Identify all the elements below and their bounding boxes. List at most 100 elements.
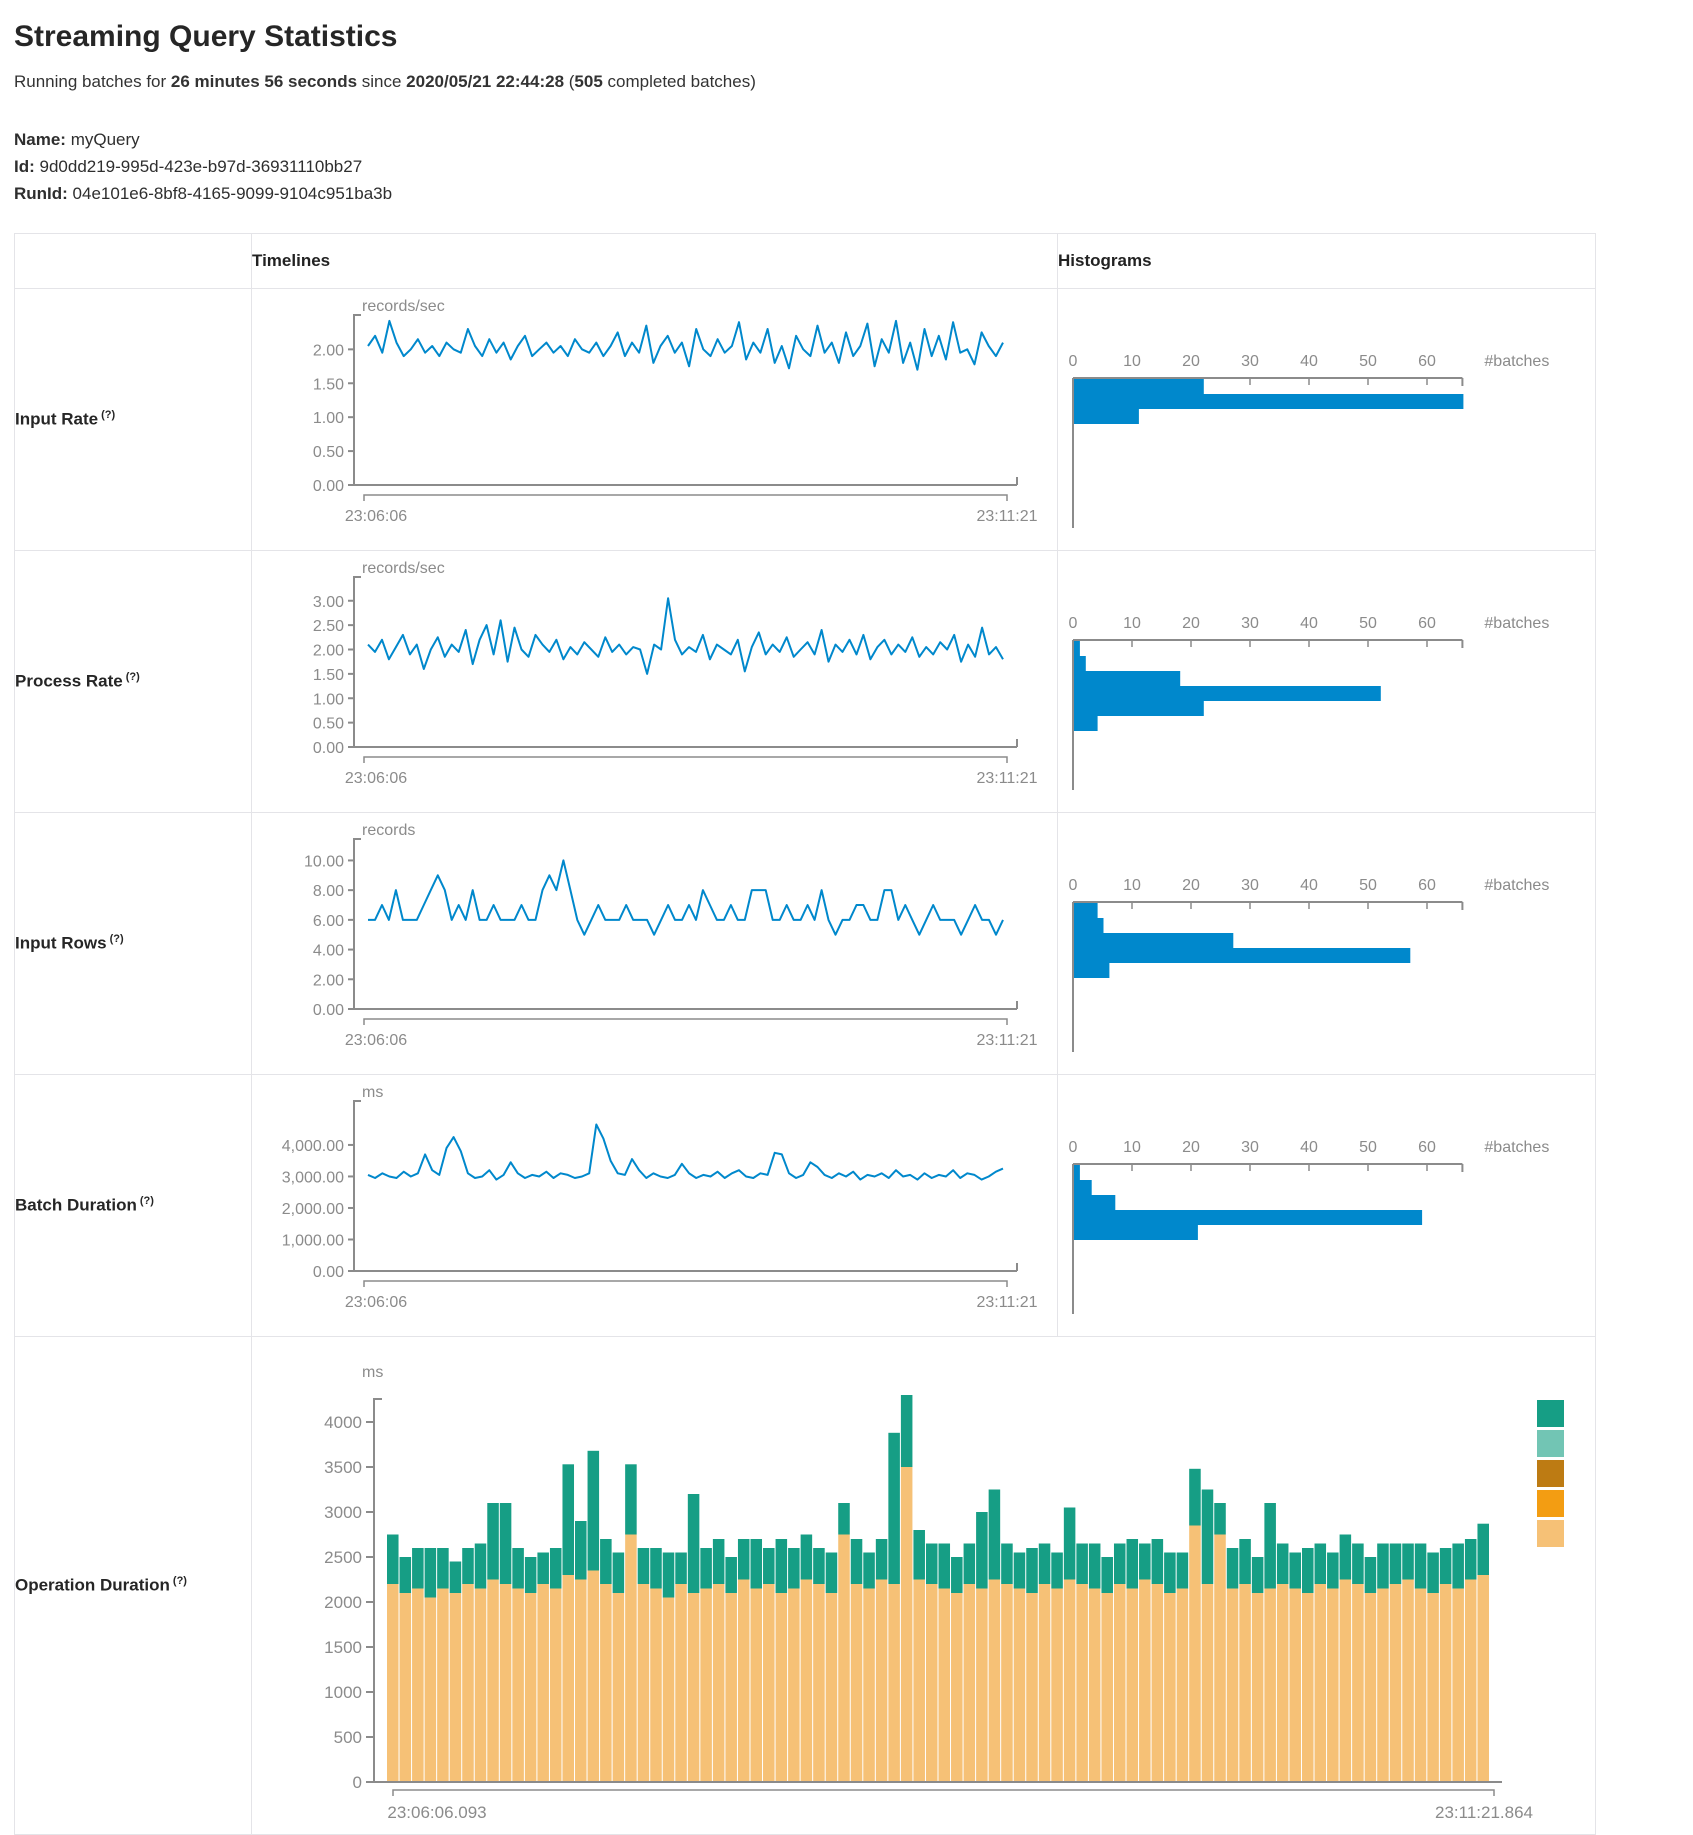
svg-text:2.50: 2.50 <box>313 618 344 635</box>
input-rate-label-cell: Input Rate (?) <box>14 288 252 551</box>
svg-text:20: 20 <box>1182 1139 1200 1156</box>
process-rate-row: Process Rate (?) records/sec 0.00 0.50 1.00 1… <box>14 550 1596 813</box>
running-batches-summary: Running batches for 26 minutes 56 second… <box>14 72 756 91</box>
query-name-line: Name: myQuery <box>14 126 1693 153</box>
svg-text:#batches: #batches <box>1484 877 1549 894</box>
svg-text:23:11:21: 23:11:21 <box>976 508 1037 525</box>
input-rate-help-icon[interactable]: (?) <box>101 409 116 422</box>
svg-text:ms: ms <box>362 1364 383 1381</box>
svg-text:0.00: 0.00 <box>313 1264 344 1281</box>
id-value: 9d0dd219-995d-423e-b97d-36931110bb27 <box>34 157 363 176</box>
query-runid-line: RunId: 04e101e6-8bf8-4165-9099-9104c951b… <box>14 180 1693 207</box>
input-rows-row: Input Rows (?) records 0.00 2.00 4.00 6.00 8.0… <box>14 812 1596 1075</box>
batch-duration-timeline-chart: ms 0.00 1,000.00 2,000.00 3,000.00 4,000.00 23… <box>251 1074 1058 1337</box>
input-rate-histogram-chart: 0 10 20 30 40 50 60 #batches <box>1057 288 1596 551</box>
svg-text:23:11:21: 23:11:21 <box>976 1032 1037 1049</box>
process-rate-help-icon[interactable]: (?) <box>125 671 140 684</box>
svg-text:3,000.00: 3,000.00 <box>282 1169 344 1186</box>
completed-batch-count: 505 <box>574 72 603 91</box>
svg-text:20: 20 <box>1182 615 1200 632</box>
svg-text:50: 50 <box>1359 1139 1377 1156</box>
svg-text:#batches: #batches <box>1484 1139 1549 1156</box>
svg-text:1.50: 1.50 <box>313 376 344 393</box>
input-rows-histogram-chart: 0 10 20 30 40 50 60 #batches <box>1057 812 1596 1075</box>
svg-text:#batches: #batches <box>1484 615 1549 632</box>
table-header-row: Timelines Histograms <box>14 233 1596 289</box>
svg-text:4,000.00: 4,000.00 <box>282 1138 344 1155</box>
process-rate-histogram-chart: 0 10 20 30 40 50 60 #batches <box>1057 550 1596 813</box>
batch-duration-label-cell: Batch Duration (?) <box>14 1074 252 1337</box>
svg-text:2.00: 2.00 <box>313 643 344 660</box>
svg-text:1500: 1500 <box>324 1638 362 1657</box>
name-label: Name: <box>14 130 66 149</box>
svg-text:23:06:06.093: 23:06:06.093 <box>387 1803 486 1822</box>
legend-swatch-dark-orange <box>1537 1460 1564 1487</box>
svg-text:30: 30 <box>1241 615 1259 632</box>
svg-text:30: 30 <box>1241 877 1259 894</box>
svg-text:40: 40 <box>1300 1139 1318 1156</box>
batch-duration-help-icon[interactable]: (?) <box>139 1195 154 1208</box>
svg-text:20: 20 <box>1182 877 1200 894</box>
svg-text:3.00: 3.00 <box>313 594 344 611</box>
operation-duration-legend <box>1537 1400 1564 1550</box>
svg-text:23:11:21: 23:11:21 <box>976 1294 1037 1311</box>
svg-text:23:06:06: 23:06:06 <box>345 1294 407 1311</box>
svg-text:2.00: 2.00 <box>313 972 344 989</box>
svg-text:0: 0 <box>1069 353 1078 370</box>
svg-text:1.00: 1.00 <box>313 410 344 427</box>
input-rows-timeline-chart: records 0.00 2.00 4.00 6.00 8.00 10.00 23:06:06… <box>251 812 1058 1075</box>
svg-text:1.00: 1.00 <box>313 691 344 708</box>
input-rate-row: Input Rate (?) records/sec 0.00 0.50 1.00 1.5… <box>14 288 1596 551</box>
svg-text:23:06:06: 23:06:06 <box>345 770 407 787</box>
svg-text:0.50: 0.50 <box>313 716 344 733</box>
legend-swatch-teal <box>1537 1400 1564 1427</box>
batch-duration-row: Batch Duration (?) ms 0.00 1,000.00 2,000.00… <box>14 1074 1596 1337</box>
operation-duration-label-cell: Operation Duration (?) <box>14 1336 252 1835</box>
svg-text:23:06:06: 23:06:06 <box>345 1032 407 1049</box>
svg-text:0: 0 <box>1069 1139 1078 1156</box>
svg-text:40: 40 <box>1300 353 1318 370</box>
svg-text:#batches: #batches <box>1484 353 1549 370</box>
page-title: Streaming Query Statistics <box>14 20 398 53</box>
svg-text:60: 60 <box>1418 615 1436 632</box>
svg-text:40: 40 <box>1300 877 1318 894</box>
svg-text:1,000.00: 1,000.00 <box>282 1232 344 1249</box>
runid-value: 04e101e6-8bf8-4165-9099-9104c951ba3b <box>67 184 393 203</box>
statistics-table: Timelines Histograms Input Rate (?) recor… <box>14 233 1596 1835</box>
input-rows-label-cell: Input Rows (?) <box>14 812 252 1075</box>
svg-text:0: 0 <box>1069 877 1078 894</box>
input-rows-help-icon[interactable]: (?) <box>109 933 124 946</box>
svg-text:8.00: 8.00 <box>313 883 344 900</box>
batch-duration-histogram-chart: 0 10 20 30 40 50 60 #batches <box>1057 1074 1596 1337</box>
svg-text:3500: 3500 <box>324 1458 362 1477</box>
summary-text: Running batches for <box>14 72 171 91</box>
svg-text:40: 40 <box>1300 615 1318 632</box>
svg-text:500: 500 <box>334 1728 362 1747</box>
svg-text:6.00: 6.00 <box>313 913 344 930</box>
svg-text:10: 10 <box>1123 1139 1141 1156</box>
svg-text:1000: 1000 <box>324 1683 362 1702</box>
operation-duration-help-icon[interactable]: (?) <box>172 1575 187 1588</box>
svg-text:2,000.00: 2,000.00 <box>282 1201 344 1218</box>
svg-text:10: 10 <box>1123 353 1141 370</box>
svg-text:10.00: 10.00 <box>304 853 344 870</box>
svg-text:50: 50 <box>1359 877 1377 894</box>
svg-text:10: 10 <box>1123 615 1141 632</box>
svg-text:0.50: 0.50 <box>313 444 344 461</box>
svg-text:30: 30 <box>1241 353 1259 370</box>
svg-text:60: 60 <box>1418 353 1436 370</box>
svg-text:2500: 2500 <box>324 1548 362 1567</box>
input-rate-timeline-chart: records/sec 0.00 0.50 1.00 1.50 2.00 23:06:06 2… <box>251 288 1058 551</box>
svg-text:60: 60 <box>1418 1139 1436 1156</box>
operation-duration-row: Operation Duration (?) ms 0 500 1000 1500 2000… <box>14 1336 1596 1835</box>
start-timestamp: 2020/05/21 22:44:28 <box>406 72 565 91</box>
svg-text:2000: 2000 <box>324 1593 362 1612</box>
query-metadata: Name: myQuery Id: 9d0dd219-995d-423e-b97… <box>14 126 1693 207</box>
svg-text:2.00: 2.00 <box>313 342 344 359</box>
svg-text:records/sec: records/sec <box>362 560 445 577</box>
svg-text:23:06:06: 23:06:06 <box>345 508 407 525</box>
svg-text:60: 60 <box>1418 877 1436 894</box>
svg-text:0: 0 <box>1069 615 1078 632</box>
svg-text:30: 30 <box>1241 1139 1259 1156</box>
